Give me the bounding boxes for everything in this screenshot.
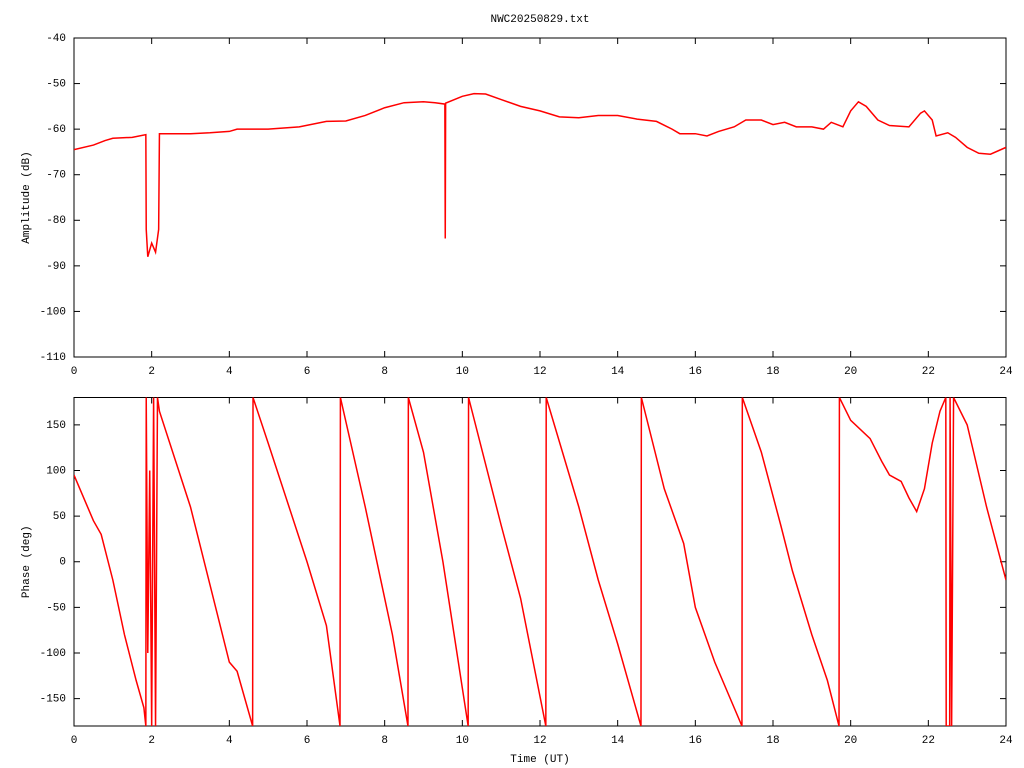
y-axis-label: Phase (deg) (21, 525, 33, 598)
y-tick-label: -80 (46, 215, 66, 227)
x-tick-label: 14 (611, 735, 625, 747)
y-tick-label: -110 (40, 352, 66, 364)
y-tick-label: -70 (46, 170, 66, 182)
y-tick-label: -150 (40, 694, 66, 706)
x-tick-label: 4 (226, 366, 233, 378)
y-tick-label: -90 (46, 261, 66, 273)
y-axis-label: Amplitude (dB) (21, 151, 33, 243)
x-tick-label: 10 (456, 366, 469, 378)
y-tick-label: 100 (46, 465, 66, 477)
y-tick-label: -100 (40, 306, 66, 318)
x-tick-label: 0 (71, 366, 78, 378)
x-tick-label: 22 (922, 735, 935, 747)
x-tick-label: 10 (456, 735, 469, 747)
x-tick-label: 2 (148, 366, 155, 378)
y-tick-label: 0 (59, 557, 66, 569)
data-line (74, 92, 1006, 257)
x-tick-label: 18 (766, 366, 779, 378)
x-tick-label: 16 (689, 735, 702, 747)
x-tick-label: 4 (226, 735, 233, 747)
x-tick-label: 22 (922, 366, 935, 378)
x-tick-label: 12 (533, 735, 546, 747)
y-tick-label: -100 (40, 648, 66, 660)
x-tick-label: 24 (999, 735, 1013, 747)
y-tick-label: 150 (46, 420, 66, 432)
x-tick-label: 8 (381, 735, 388, 747)
x-axis-label: Time (UT) (510, 754, 569, 766)
x-tick-label: 20 (844, 366, 857, 378)
x-tick-label: 20 (844, 735, 857, 747)
y-tick-label: -50 (46, 78, 66, 90)
x-tick-label: 24 (999, 366, 1013, 378)
x-tick-label: 0 (71, 735, 78, 747)
y-tick-label: -50 (46, 602, 66, 614)
x-tick-label: 14 (611, 366, 625, 378)
x-tick-label: 18 (766, 735, 779, 747)
x-tick-label: 16 (689, 366, 702, 378)
x-tick-label: 12 (533, 366, 546, 378)
x-tick-label: 6 (304, 735, 311, 747)
chart-title: NWC20250829.txt (490, 14, 589, 26)
y-tick-label: 50 (53, 511, 66, 523)
y-tick-label: -60 (46, 124, 66, 136)
y-tick-label: -40 (46, 33, 66, 45)
data-line (74, 397, 1006, 726)
x-tick-label: 8 (381, 366, 388, 378)
plot-frame (73, 397, 1007, 727)
x-tick-label: 6 (304, 366, 311, 378)
x-tick-label: 2 (148, 735, 155, 747)
plot-frame (73, 37, 1007, 358)
